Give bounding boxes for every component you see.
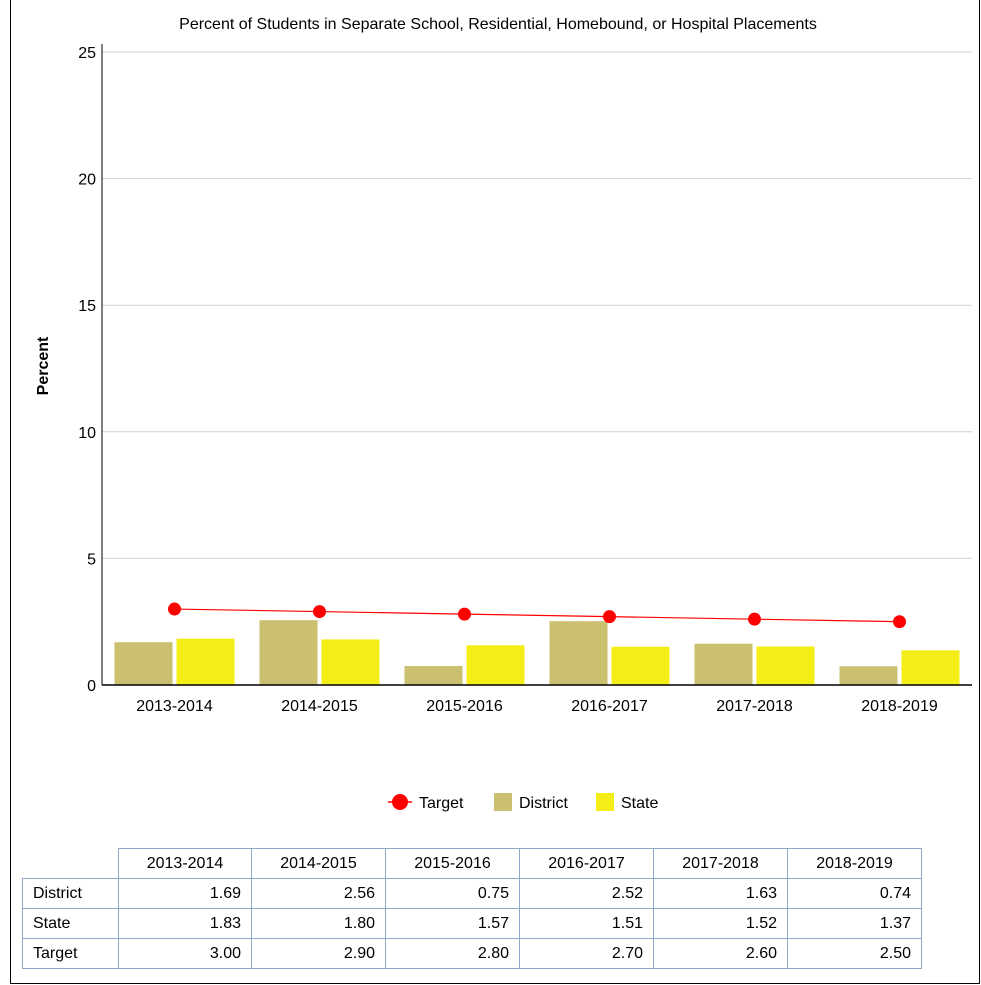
table-cell: 1.69	[118, 878, 252, 909]
table-header-cell: 2018-2019	[787, 848, 922, 879]
target-point	[748, 612, 761, 626]
chart-title: Percent of Students in Separate School, …	[179, 16, 817, 33]
bar-state-2018-2019	[901, 650, 960, 685]
legend-state-square-icon	[596, 793, 614, 811]
table-row-label: State	[22, 908, 119, 939]
table-row-label: Target	[22, 938, 119, 969]
y-tick-label: 5	[87, 551, 96, 568]
y-tick-label: 20	[78, 172, 96, 189]
bar-district-2014-2015	[259, 620, 318, 685]
line-layer	[168, 602, 906, 629]
table-header-cell: 2017-2018	[653, 848, 788, 879]
y-tick-label: 15	[78, 298, 96, 315]
table-row: Target 3.00 2.90 2.80 2.70 2.60 2.50	[22, 938, 922, 969]
data-table: 2013-2014 2014-2015 2015-2016 2016-2017 …	[22, 848, 922, 969]
table-cell: 2.50	[787, 938, 922, 969]
table-cell: 1.52	[653, 908, 788, 939]
grid-layer	[102, 51, 972, 559]
bar-district-2017-2018	[694, 643, 753, 685]
table-cell: 2.90	[251, 938, 386, 969]
legend-label: District	[519, 795, 568, 812]
table-cell: 1.63	[653, 878, 788, 909]
bar-state-2013-2014	[176, 638, 235, 685]
table-header-cell: 2016-2017	[519, 848, 654, 879]
table-row: District 1.69 2.56 0.75 2.52 1.63 0.74	[22, 878, 922, 909]
bar-state-2014-2015	[321, 639, 380, 685]
table-header-cell: 2014-2015	[251, 848, 386, 879]
table-cell: 2.80	[385, 938, 520, 969]
bar-district-2016-2017	[549, 621, 608, 685]
table-cell: 0.74	[787, 878, 922, 909]
legend-district-square-icon	[494, 793, 512, 811]
target-point	[893, 615, 906, 629]
target-point	[168, 602, 181, 616]
table-cell: 1.57	[385, 908, 520, 939]
table-header-row: 2013-2014 2014-2015 2015-2016 2016-2017 …	[22, 848, 922, 879]
table-row-label: District	[22, 878, 119, 909]
legend-target-dot-icon	[392, 794, 408, 810]
table-corner	[22, 848, 119, 879]
target-point	[603, 610, 616, 624]
bar-state-2015-2016	[466, 645, 525, 685]
x-tick-label: 2015-2016	[426, 698, 503, 715]
table-cell: 0.75	[385, 878, 520, 909]
table-cell: 1.51	[519, 908, 654, 939]
table-header-cell: 2013-2014	[118, 848, 252, 879]
table-cell: 1.83	[118, 908, 252, 939]
table-cell: 3.00	[118, 938, 252, 969]
legend-label: Target	[419, 795, 464, 812]
table-cell: 2.60	[653, 938, 788, 969]
y-axis-label: Percent	[35, 336, 52, 395]
y-tick-label: 10	[78, 425, 96, 442]
y-tick-label: 25	[78, 45, 96, 62]
table-cell: 2.70	[519, 938, 654, 969]
table-cell: 1.37	[787, 908, 922, 939]
bar-district-2013-2014	[114, 642, 173, 685]
bar-state-2016-2017	[611, 646, 670, 685]
x-tick-label: 2014-2015	[281, 698, 358, 715]
table-cell: 2.52	[519, 878, 654, 909]
axis-layer: 0 5 10 15 20 25 2013-2014 2014-2015 2015-2016 201…	[78, 44, 972, 715]
table-cell: 1.80	[251, 908, 386, 939]
bar-district-2018-2019	[839, 666, 898, 685]
x-tick-label: 2016-2017	[571, 698, 648, 715]
table-cell: 2.56	[251, 878, 386, 909]
legend-label: State	[621, 795, 658, 812]
target-point	[313, 605, 326, 619]
legend: Target District State	[388, 793, 658, 812]
bar-state-2017-2018	[756, 646, 815, 685]
x-tick-label: 2013-2014	[136, 698, 213, 715]
y-tick-label: 0	[87, 678, 96, 695]
chart-frame	[10, 0, 980, 984]
bar-layer	[114, 620, 960, 685]
table-row: State 1.83 1.80 1.57 1.51 1.52 1.37	[22, 908, 922, 939]
table-header-cell: 2015-2016	[385, 848, 520, 879]
x-tick-label: 2017-2018	[716, 698, 793, 715]
target-line	[174, 608, 900, 623]
x-tick-label: 2018-2019	[861, 698, 938, 715]
target-point	[458, 607, 471, 621]
bar-district-2015-2016	[404, 666, 463, 685]
